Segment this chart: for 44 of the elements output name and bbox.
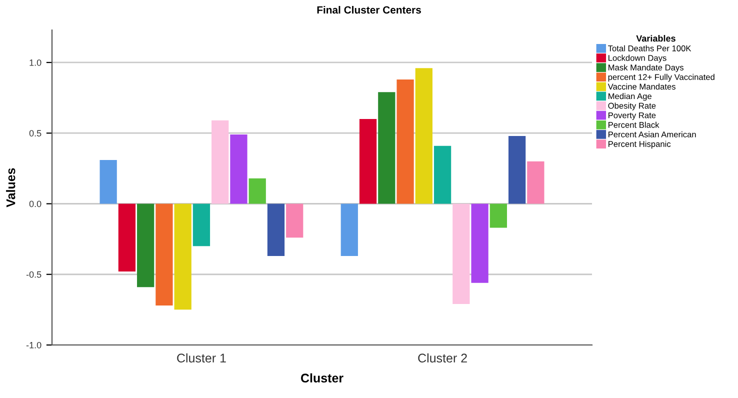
y-tick-label: -1.0 — [26, 342, 42, 348]
x-tick-label: Cluster 1 — [177, 353, 226, 363]
bar — [527, 161, 544, 204]
legend-label: Total Deaths Per 100K — [608, 45, 692, 52]
legend-label: Obesity Rate — [608, 102, 656, 110]
bar — [230, 134, 248, 204]
y-axis-title: Values — [6, 168, 16, 208]
x-axis-title: Cluster — [300, 373, 344, 382]
bar — [100, 160, 117, 204]
bar — [490, 204, 507, 228]
legend-label: Percent Hispanic — [608, 140, 671, 149]
bar — [359, 118, 377, 204]
bar — [471, 204, 488, 283]
legend-label: Poverty Rate — [608, 112, 656, 120]
bar — [192, 204, 210, 246]
bar — [137, 204, 154, 288]
bar — [267, 204, 285, 256]
bar — [452, 204, 470, 304]
chart-title: Final Cluster Centers — [317, 6, 421, 14]
bar — [118, 204, 136, 272]
legend-label: Mask Mandate Days — [608, 64, 684, 72]
legend-title: Variables — [636, 35, 676, 42]
bar — [434, 146, 452, 204]
bar — [415, 68, 432, 204]
y-tick-label: -0.5 — [26, 271, 42, 278]
bar — [340, 204, 358, 256]
bar — [212, 120, 229, 204]
bar — [174, 204, 192, 310]
bar — [156, 204, 173, 306]
legend-label: Percent Asian American — [608, 131, 696, 138]
bar — [248, 178, 266, 204]
legend-label: Lockdown Days — [608, 54, 666, 63]
legend-label: percent 12+ Fully Vaccinated — [608, 74, 714, 82]
x-tick-label: Cluster 2 — [418, 353, 467, 363]
legend-label: Vaccine Mandates — [608, 83, 676, 90]
legend-label: Median Age — [608, 93, 652, 101]
bar — [396, 79, 414, 204]
y-tick-label: 1.0 — [30, 59, 42, 66]
bar — [378, 92, 396, 204]
legend-label: Percent Black — [608, 122, 660, 128]
y-tick-label: 0.5 — [29, 130, 42, 136]
bar — [286, 204, 304, 238]
bar — [508, 136, 526, 204]
y-tick-label: 0.0 — [29, 200, 42, 208]
